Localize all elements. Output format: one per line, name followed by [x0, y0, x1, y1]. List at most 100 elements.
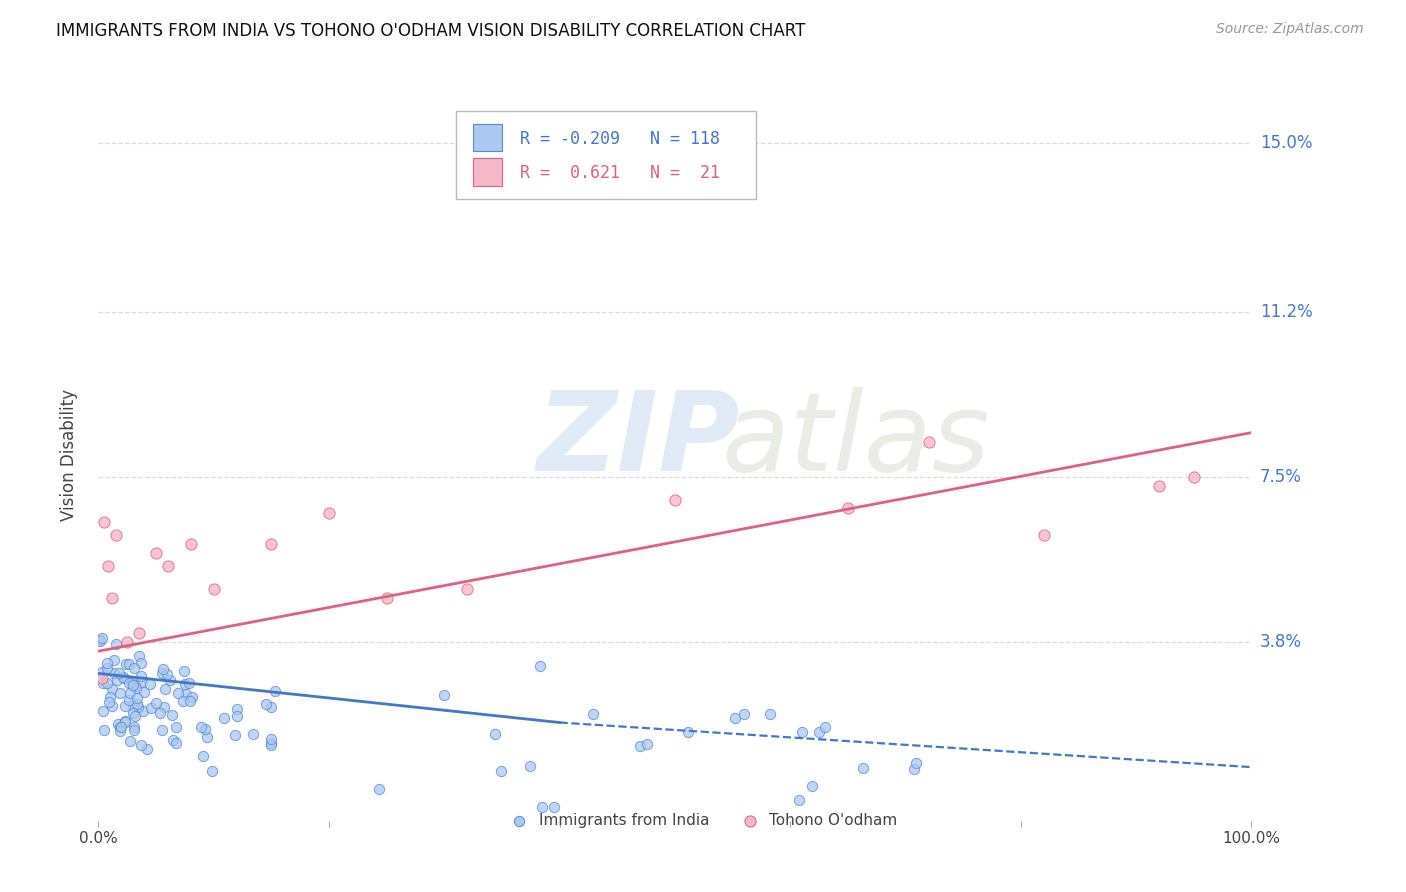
Point	[149, 706, 172, 720]
Point	[202, 582, 225, 596]
Point	[807, 725, 830, 739]
Point	[433, 688, 456, 702]
Text: 15.0%: 15.0%	[1260, 134, 1312, 152]
Point	[190, 721, 212, 735]
Point	[114, 714, 136, 729]
Point	[120, 685, 142, 699]
Text: R =  0.621   N =  21: R = 0.621 N = 21	[520, 164, 720, 182]
Point	[129, 738, 152, 752]
Point	[179, 694, 201, 708]
Point	[97, 695, 120, 709]
Point	[112, 672, 135, 686]
Text: R = -0.209   N = 118: R = -0.209 N = 118	[520, 130, 720, 148]
Point	[491, 764, 513, 778]
Point	[114, 698, 136, 713]
Point	[107, 716, 129, 731]
Point	[122, 698, 145, 712]
Point	[114, 714, 136, 728]
Point	[91, 805, 114, 819]
Point	[153, 681, 176, 696]
Point	[214, 711, 236, 725]
Point	[97, 559, 120, 574]
Point	[724, 711, 747, 725]
Point	[254, 697, 277, 711]
Point	[195, 730, 218, 744]
Point	[1032, 528, 1054, 542]
Point	[260, 731, 283, 746]
Point	[150, 723, 173, 737]
Point	[260, 700, 283, 714]
Point	[903, 762, 925, 776]
Point	[122, 706, 145, 720]
Point	[193, 749, 215, 764]
Point	[733, 706, 755, 721]
Point	[852, 761, 875, 775]
Point	[263, 684, 285, 698]
Point	[519, 759, 541, 773]
FancyBboxPatch shape	[456, 112, 755, 199]
Point	[318, 506, 340, 520]
Point	[90, 671, 112, 685]
Point	[136, 741, 159, 756]
Point	[103, 653, 125, 667]
FancyBboxPatch shape	[472, 158, 502, 186]
Point	[456, 582, 478, 596]
Point	[103, 665, 125, 680]
Point	[91, 676, 114, 690]
Point	[90, 631, 112, 645]
Point	[837, 501, 859, 516]
Point	[787, 793, 810, 807]
Point	[94, 805, 117, 819]
Point	[226, 702, 249, 716]
Point	[1147, 479, 1170, 493]
Point	[225, 708, 247, 723]
Point	[664, 492, 686, 507]
Point	[117, 635, 139, 649]
Point	[105, 637, 128, 651]
Point	[159, 673, 181, 688]
Point	[128, 649, 150, 664]
Point	[121, 675, 143, 690]
Point	[905, 756, 928, 771]
Text: Immigrants from India: Immigrants from India	[538, 814, 710, 828]
Point	[201, 764, 224, 778]
Point	[582, 707, 605, 722]
Point	[122, 720, 145, 734]
Point	[98, 690, 121, 704]
Point	[125, 690, 148, 705]
Point	[96, 656, 118, 670]
Point	[108, 720, 131, 734]
Point	[132, 704, 155, 718]
Point	[111, 669, 134, 683]
Point	[127, 697, 149, 711]
Point	[194, 723, 217, 737]
Point	[1182, 470, 1205, 484]
Point	[801, 779, 824, 793]
Point	[260, 736, 283, 750]
Point	[529, 659, 551, 673]
Point	[141, 700, 163, 714]
Point	[180, 537, 202, 551]
Point	[150, 666, 173, 681]
Point	[129, 675, 152, 690]
Text: 3.8%: 3.8%	[1260, 633, 1302, 651]
Point	[162, 732, 184, 747]
Point	[172, 694, 194, 708]
Text: Source: ZipAtlas.com: Source: ZipAtlas.com	[1216, 22, 1364, 37]
Point	[91, 704, 114, 718]
Point	[127, 699, 149, 714]
Text: ZIP: ZIP	[537, 387, 740, 494]
Text: 11.2%: 11.2%	[1260, 303, 1312, 321]
Point	[108, 686, 131, 700]
Text: 7.5%: 7.5%	[1260, 468, 1302, 486]
Point	[122, 723, 145, 738]
Point	[166, 720, 188, 734]
Point	[91, 665, 114, 680]
Point	[124, 708, 146, 723]
Point	[242, 727, 264, 741]
Point	[153, 700, 176, 714]
Point	[129, 656, 152, 670]
Point	[120, 734, 142, 748]
Text: Tohono O'odham: Tohono O'odham	[769, 814, 897, 828]
Point	[177, 676, 200, 690]
